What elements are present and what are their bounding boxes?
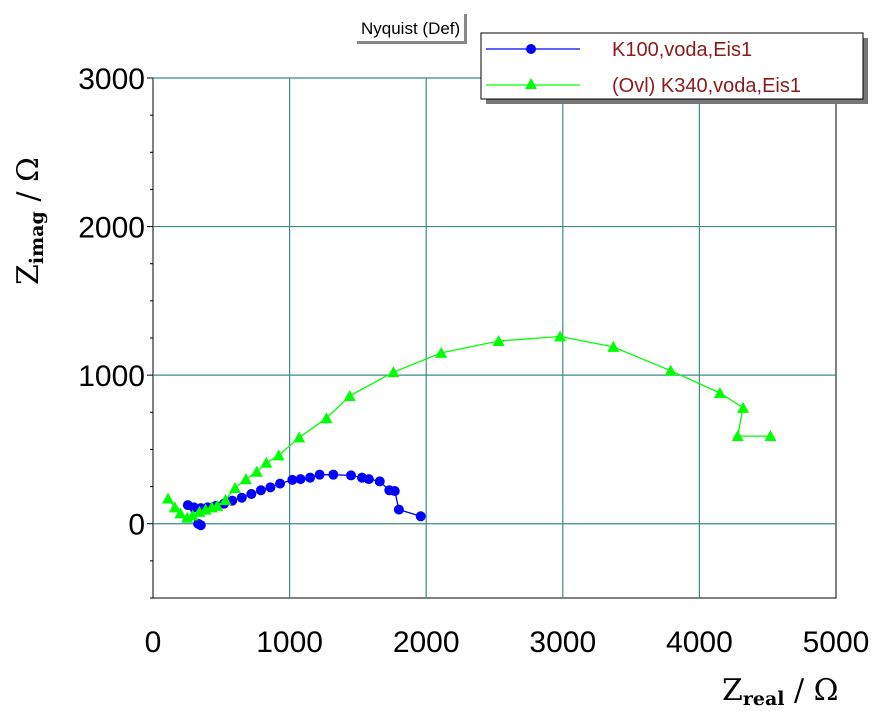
data-point <box>328 469 339 480</box>
data-point <box>731 430 744 442</box>
data-point <box>374 476 385 487</box>
y-axis-title: Zimag / Ω <box>11 157 48 285</box>
data-point <box>320 412 333 424</box>
data-point <box>314 469 325 480</box>
x-tick-label: 3000 <box>529 626 596 659</box>
legend-marker-k100 <box>526 44 536 54</box>
data-point <box>415 511 426 522</box>
x-tick-label: 2000 <box>393 626 460 659</box>
data-point <box>492 334 505 346</box>
data-point <box>250 465 263 477</box>
data-point <box>664 364 677 376</box>
x-axis-title: Zreal / Ω <box>722 673 839 710</box>
x-tick-label: 5000 <box>803 626 870 659</box>
data-point <box>255 485 266 496</box>
legend[interactable]: K100,voda,Eis1 (Ovl) K340,voda,Eis1 <box>480 32 868 104</box>
plot-area <box>152 77 837 599</box>
data-point <box>239 473 252 485</box>
data-point <box>387 366 400 378</box>
data-point <box>174 507 187 519</box>
legend-label-k340: (Ovl) K340,voda,Eis1 <box>612 75 801 97</box>
data-point <box>168 501 181 513</box>
chart-tab-label[interactable]: Nyquist (Def) <box>357 14 468 44</box>
x-tick-label: 4000 <box>666 626 733 659</box>
y-tick-marks <box>147 77 153 599</box>
legend-box <box>480 32 864 100</box>
data-point <box>435 346 448 358</box>
legend-label-k100: K100,voda,Eis1 <box>612 39 752 61</box>
data-point <box>246 489 257 499</box>
data-point <box>228 482 241 494</box>
data-point <box>343 389 356 401</box>
data-point <box>265 482 276 493</box>
data-point <box>764 430 777 442</box>
data-series <box>162 330 777 531</box>
data-point <box>295 474 306 485</box>
data-point <box>181 511 194 523</box>
y-tick-label: 3000 <box>78 63 145 96</box>
legend-marker-k340 <box>525 78 537 89</box>
data-point <box>293 431 306 443</box>
x-tick-label: 0 <box>145 626 162 659</box>
data-point <box>346 470 357 481</box>
tick-labels: 0 1000 2000 3000 4000 5000 0 1000 2000 3000 <box>78 63 869 659</box>
data-point <box>219 493 232 505</box>
data-point <box>607 340 620 352</box>
data-point <box>287 474 298 485</box>
y-tick-label: 0 <box>128 509 145 542</box>
y-tick-label: 2000 <box>78 212 145 245</box>
data-point <box>356 472 367 483</box>
data-point <box>260 456 273 468</box>
data-point <box>162 492 175 504</box>
data-point <box>384 485 395 496</box>
data-point <box>737 401 750 413</box>
data-point <box>193 505 206 517</box>
x-tick-label: 1000 <box>256 626 323 659</box>
data-point <box>236 492 247 503</box>
data-point <box>195 520 206 531</box>
data-point <box>305 472 316 483</box>
data-point <box>393 504 404 515</box>
data-point <box>182 500 193 511</box>
data-point <box>554 330 567 342</box>
y-tick-label: 1000 <box>78 360 145 393</box>
data-point <box>713 386 726 398</box>
data-point <box>272 449 285 461</box>
data-point <box>275 478 286 489</box>
